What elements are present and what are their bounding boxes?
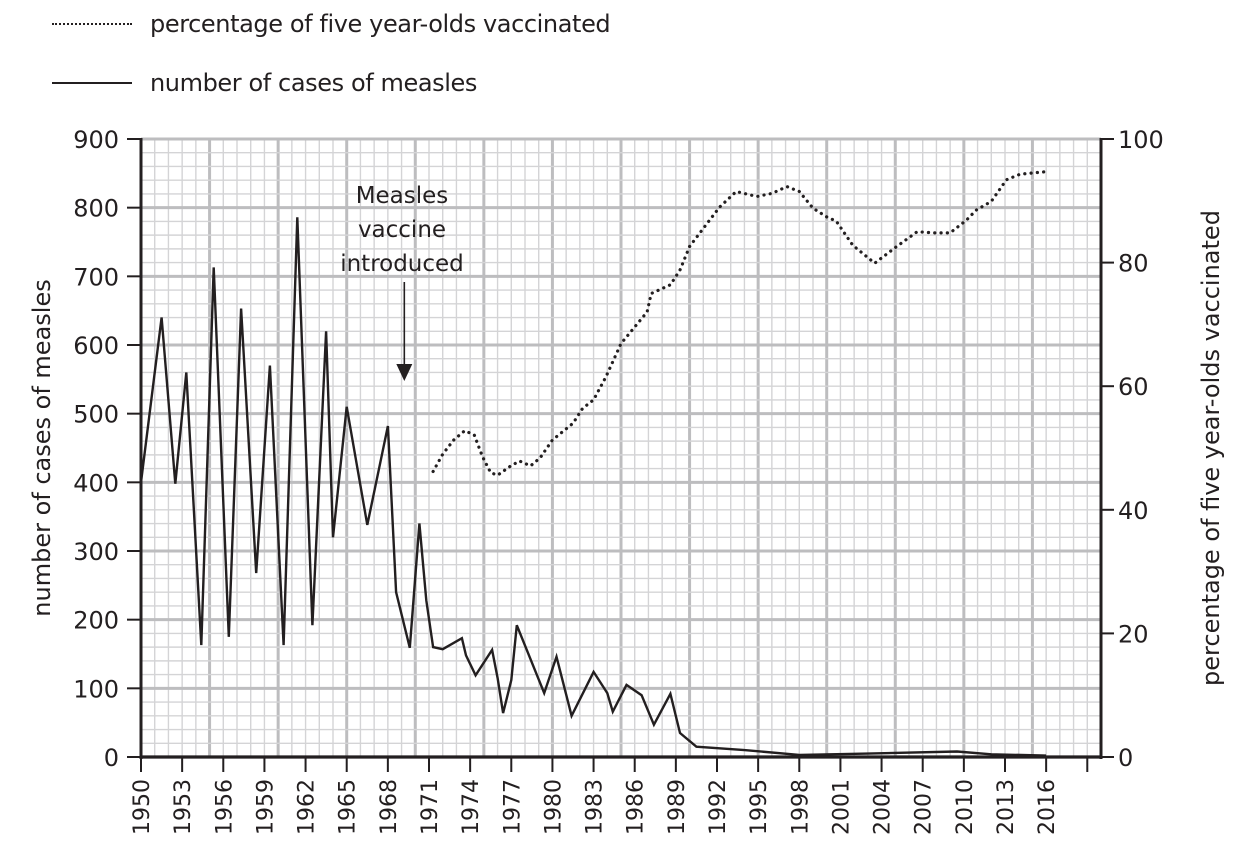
annotation: Measles vaccine introduced (340, 183, 464, 381)
x-tick-label: 2004 (871, 779, 896, 835)
y-tick-label: 0 (104, 744, 119, 772)
legend-swatch-dotted (52, 23, 132, 25)
x-tick-label: 1959 (253, 779, 278, 835)
y2-tick-label: 20 (1118, 620, 1149, 648)
x-tick-label: 1968 (377, 779, 402, 835)
y-tick-label: 200 (73, 607, 119, 635)
y-axis-title: number of cases of measles (28, 279, 56, 616)
legend-item-cases: number of cases of measles (52, 68, 477, 98)
legend-label-vaccinated: percentage of five year-olds vaccinated (150, 10, 611, 38)
y2-tick-label: 60 (1118, 373, 1149, 401)
x-tick-label: 1974 (459, 779, 484, 835)
y-tick-label: 500 (73, 401, 119, 429)
y2-tick-label: 100 (1118, 126, 1164, 154)
y-tick-label: 600 (73, 332, 119, 360)
labels: number of cases of measles percentage of… (28, 210, 1225, 686)
series-layer (139, 170, 1047, 757)
y2-axis-title: percentage of five year-olds vaccinated (1197, 210, 1225, 686)
y2-tick-label: 40 (1118, 497, 1149, 525)
x-tick-label: 1992 (706, 779, 731, 835)
x-tick-label: 1950 (130, 779, 155, 835)
x-tick-label: 1998 (788, 779, 813, 835)
x-tick-label: 1965 (336, 779, 361, 835)
grid (141, 137, 1101, 757)
legend: percentage of five year-olds vaccinated … (0, 0, 700, 110)
x-tick-label: 2016 (1035, 779, 1060, 835)
x-tick-label: 2013 (994, 779, 1019, 835)
legend-label-cases: number of cases of measles (150, 69, 478, 97)
y-tick-label: 400 (73, 469, 119, 497)
x-tick-label: 1962 (295, 779, 320, 835)
y-tick-label: 100 (73, 675, 119, 703)
annotation-line-1: Measles (356, 183, 449, 209)
x-tick-label: 1956 (212, 779, 237, 835)
y-tick-label: 800 (73, 195, 119, 223)
legend-item-vaccinated: percentage of five year-olds vaccinated (52, 9, 611, 39)
y2-tick-label: 80 (1118, 250, 1149, 278)
annotation-arrow-head (396, 364, 413, 381)
axes: 0 100 200 300 400 500 600 700 800 900 0 20 40 60 80 100… (73, 126, 1164, 835)
x-tick-label: 2010 (953, 779, 978, 835)
annotation-line-2: vaccine (358, 217, 446, 243)
x-tick-label: 2007 (912, 779, 937, 835)
y-tick-label: 900 (73, 126, 119, 154)
x-tick-label: 1977 (500, 779, 525, 835)
legend-swatch-solid (52, 82, 132, 84)
y2-tick-label: 0 (1118, 744, 1133, 772)
series-line-vaccinated (431, 170, 1047, 477)
series-line-cases (139, 217, 1047, 757)
annotation-line-3: introduced (340, 251, 464, 277)
x-tick-label: 1995 (747, 779, 772, 835)
y-tick-label: 700 (73, 263, 119, 291)
x-tick-label: 1986 (624, 779, 649, 835)
x-tick-label: 2001 (829, 779, 854, 835)
x-tick-label: 1971 (418, 779, 443, 835)
x-tick-label: 1953 (171, 779, 196, 835)
y-tick-label: 300 (73, 538, 119, 566)
x-tick-label: 1989 (665, 779, 690, 835)
x-tick-label: 1983 (583, 779, 608, 835)
x-tick-label: 1980 (541, 779, 566, 835)
